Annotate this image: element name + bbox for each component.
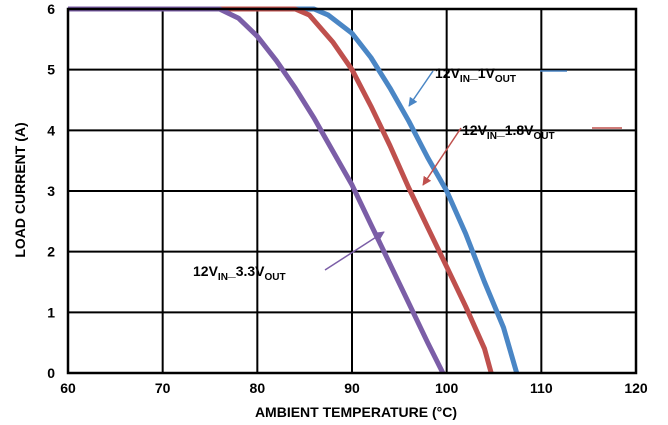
annotation-arrow-3: [324, 231, 385, 271]
x-tick-label: 110: [530, 380, 553, 396]
x-tick-label: 80: [250, 380, 266, 396]
series-lines: [68, 6, 520, 375]
series-line-3: [68, 6, 446, 375]
y-tick-label: 4: [47, 122, 55, 138]
y-tick-label: 1: [47, 304, 55, 320]
x-axis-title: AMBIENT TEMPERATURE (°C): [255, 404, 457, 420]
series-label-2: 12VIN_1.8VOUT: [462, 122, 555, 142]
series-label-3: 12VIN_3.3VOUT: [193, 263, 286, 283]
y-tick-label: 3: [47, 183, 55, 199]
x-tick-label: 100: [435, 380, 459, 396]
series-label-1: 12VIN_1VOUT: [435, 65, 516, 85]
x-tick-label: 120: [624, 380, 648, 396]
y-tick-label: 5: [47, 62, 55, 78]
x-tick-label: 90: [344, 380, 360, 396]
tick-labels: 60 70 80 90 100 110 120 0 1 2 3 4 5 6: [47, 1, 648, 396]
grid-lines: [67, 8, 637, 374]
x-tick-label: 70: [155, 380, 171, 396]
y-tick-label: 6: [47, 1, 55, 17]
y-tick-label: 0: [47, 365, 55, 381]
plot-border: [66, 7, 638, 375]
plot-frame: [66, 7, 638, 375]
series-line-2: [68, 6, 494, 374]
series-annotations: 12VIN_1VOUT 12VIN_1.8VOUT 12VIN_3.3VOUT: [193, 65, 622, 283]
series-line-1: [68, 6, 520, 374]
y-axis-title: LOAD CURRENT (A): [12, 122, 28, 257]
annotation-arrow-1: [408, 70, 434, 107]
annotation-arrow-2: [422, 127, 462, 186]
y-tick-label: 2: [47, 244, 55, 260]
x-tick-label: 60: [60, 380, 76, 396]
